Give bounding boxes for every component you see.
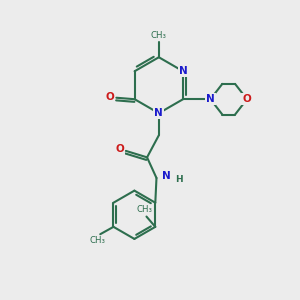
Text: O: O: [243, 94, 251, 104]
Text: CH₃: CH₃: [151, 31, 167, 40]
Text: N: N: [179, 66, 188, 76]
Text: O: O: [116, 144, 124, 154]
Text: N: N: [154, 108, 163, 118]
Text: N: N: [206, 94, 215, 104]
Text: H: H: [175, 175, 182, 184]
Text: CH₃: CH₃: [90, 236, 106, 245]
Text: O: O: [106, 92, 114, 102]
Text: N: N: [161, 171, 170, 181]
Text: CH₃: CH₃: [137, 206, 153, 214]
